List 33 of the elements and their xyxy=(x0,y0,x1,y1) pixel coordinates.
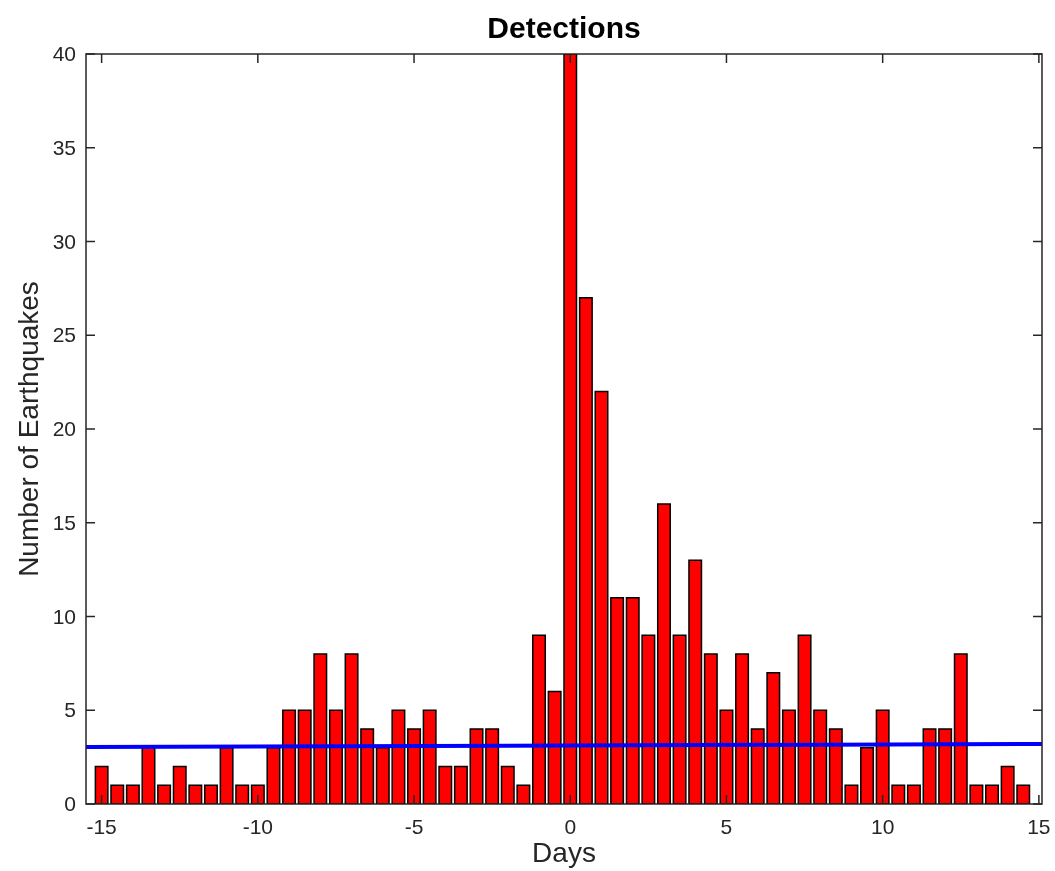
bar xyxy=(453,765,468,804)
y-tick-label: 40 xyxy=(52,42,76,65)
bar xyxy=(735,653,750,804)
x-tick-label: -15 xyxy=(86,815,117,838)
chart-title: Detections xyxy=(487,11,641,44)
y-tick-label: 35 xyxy=(52,135,76,159)
bar xyxy=(610,597,625,804)
x-tick-label: 10 xyxy=(870,815,895,838)
y-tick-label: 5 xyxy=(64,698,76,722)
y-tick-label: 0 xyxy=(64,792,76,815)
x-tick-label: -5 xyxy=(404,815,424,838)
y-axis-title: Number of Earthquakes xyxy=(13,281,44,577)
y-tick-label: 30 xyxy=(52,229,76,253)
x-tick-label: 0 xyxy=(564,815,577,838)
bar xyxy=(532,634,546,804)
y-tick-label: 15 xyxy=(52,510,76,534)
bar xyxy=(656,503,671,804)
x-tick-label: -10 xyxy=(242,815,274,838)
y-tick-label: 10 xyxy=(52,604,76,628)
bar xyxy=(781,709,796,804)
x-tick-label: 5 xyxy=(720,815,733,838)
bar xyxy=(203,784,218,804)
bar xyxy=(860,747,875,804)
bar xyxy=(157,784,172,804)
bar xyxy=(282,709,297,804)
y-tick-label: 25 xyxy=(52,323,76,347)
bar xyxy=(985,784,1000,804)
y-tick-label: 20 xyxy=(52,417,76,440)
bar xyxy=(906,784,921,804)
x-tick-label: 15 xyxy=(1027,815,1051,838)
x-axis-title: Days xyxy=(532,837,596,868)
bar xyxy=(328,709,343,804)
bar xyxy=(407,728,422,804)
